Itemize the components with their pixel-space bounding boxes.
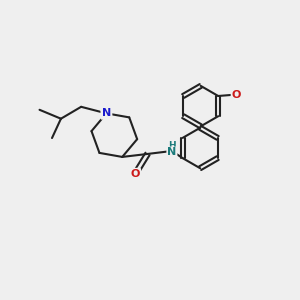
- Text: N: N: [167, 148, 176, 158]
- Text: O: O: [130, 169, 140, 179]
- Text: H: H: [168, 140, 176, 149]
- Text: N: N: [102, 108, 111, 118]
- Text: O: O: [232, 89, 241, 100]
